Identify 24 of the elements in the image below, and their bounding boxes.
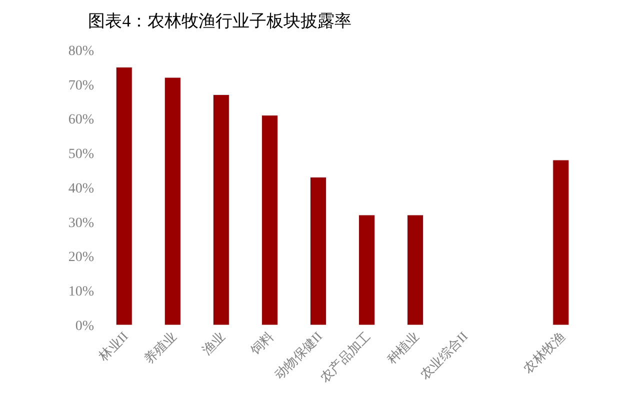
bar [407, 214, 424, 325]
x-tick-label: 林业II [95, 328, 131, 364]
y-tick-label: 20% [68, 250, 94, 266]
y-tick-label: 60% [68, 112, 94, 128]
x-tick-label: 养殖业 [141, 328, 180, 367]
x-tick-label: 农林牧渔 [520, 328, 568, 376]
bar [212, 94, 230, 325]
y-tick-label: 80% [68, 44, 94, 59]
y-tick-label: 50% [68, 147, 94, 162]
bar [261, 115, 278, 325]
chart-title: 图表4：农林牧渔行业子板块披露率 [88, 12, 352, 31]
bar [358, 214, 376, 325]
bar [310, 176, 326, 325]
y-tick-label: 40% [68, 181, 94, 196]
bar [164, 77, 181, 325]
bar [552, 160, 570, 325]
x-tick-label: 种植业 [384, 328, 422, 367]
y-tick-label: 30% [68, 216, 94, 231]
y-tick-label: 70% [68, 78, 94, 94]
y-tick-label: 10% [68, 284, 94, 300]
bar [116, 66, 132, 325]
x-tick-label: 渔业 [198, 328, 228, 358]
y-tick-label: 0% [75, 318, 94, 334]
x-tick-label: 饲料 [246, 328, 276, 358]
